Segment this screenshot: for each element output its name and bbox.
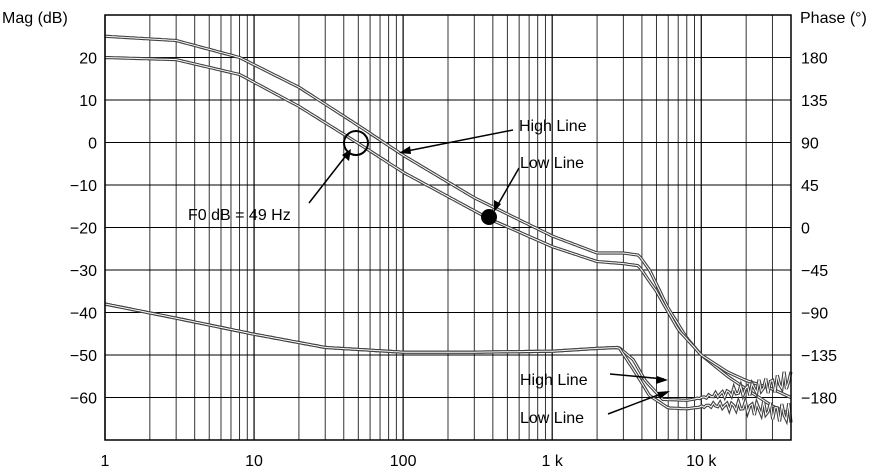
left-tick-label: 10	[79, 93, 97, 110]
x-tick-label: 1	[101, 453, 110, 470]
left-tick-labels: 20 10 0 −10 −20 −30 −40 −50 −60	[70, 51, 97, 408]
right-tick-label: 180	[801, 51, 828, 68]
arrow-head	[494, 200, 501, 212]
arrow-head	[342, 149, 351, 161]
low-line-magnitude-trace-core	[104, 57, 792, 398]
series-layer	[104, 34, 793, 426]
right-tick-label: −135	[801, 348, 837, 365]
x-tick-labels: 1 10 100 1 k 10 k	[101, 453, 718, 470]
left-tick-label: −40	[70, 306, 97, 323]
low-line-phase-trace-core	[104, 303, 792, 423]
right-tick-label: −90	[801, 306, 828, 323]
x-tick-label: 10 k	[686, 453, 717, 470]
plot-frame	[104, 14, 792, 441]
arrow-line	[607, 391, 667, 415]
left-tick-label: −20	[70, 221, 97, 238]
annotation-high-line-mag: High Line	[519, 118, 587, 135]
right-tick-label: 0	[801, 221, 810, 238]
arrow-head	[657, 391, 670, 399]
left-axis-label: Mag (dB)	[2, 10, 68, 27]
annotation-low-line-mag: Low Line	[520, 155, 584, 172]
left-tick-label: −50	[70, 348, 97, 365]
arrow-line	[308, 152, 349, 204]
low-line-marker	[481, 209, 497, 225]
left-tick-label: −60	[70, 391, 97, 408]
right-tick-label: −180	[801, 391, 837, 408]
left-tick-label: 20	[79, 51, 97, 68]
right-tick-label: 45	[801, 178, 819, 195]
arrow-head	[399, 146, 411, 154]
annotation-high-line-phase: High Line	[520, 372, 588, 389]
arrow-line	[609, 373, 665, 380]
left-tick-label: −30	[70, 263, 97, 280]
x-tick-label: 1 k	[542, 453, 564, 470]
left-tick-label: 0	[88, 136, 97, 153]
right-tick-labels: 180 135 90 45 0 −45 −90 −135 −180	[801, 51, 837, 408]
right-tick-label: −45	[801, 263, 828, 280]
annotations: High Line Low Line F0 dB = 49 Hz High Li…	[188, 118, 670, 427]
right-tick-label: 135	[801, 93, 828, 110]
right-tick-label: 90	[801, 136, 819, 153]
high-line-magnitude-trace-core	[104, 35, 792, 415]
annotation-low-line-phase: Low Line	[520, 410, 584, 427]
x-tick-label: 100	[390, 453, 417, 470]
left-tick-label: −10	[70, 178, 97, 195]
arrow-head	[656, 376, 668, 384]
arrow-line	[495, 167, 520, 209]
annotation-f0: F0 dB = 49 Hz	[188, 207, 291, 224]
right-axis-label: Phase (°)	[800, 10, 867, 27]
arrow-line	[401, 129, 514, 153]
x-tick-label: 10	[245, 453, 263, 470]
crossover-marker	[343, 130, 369, 156]
